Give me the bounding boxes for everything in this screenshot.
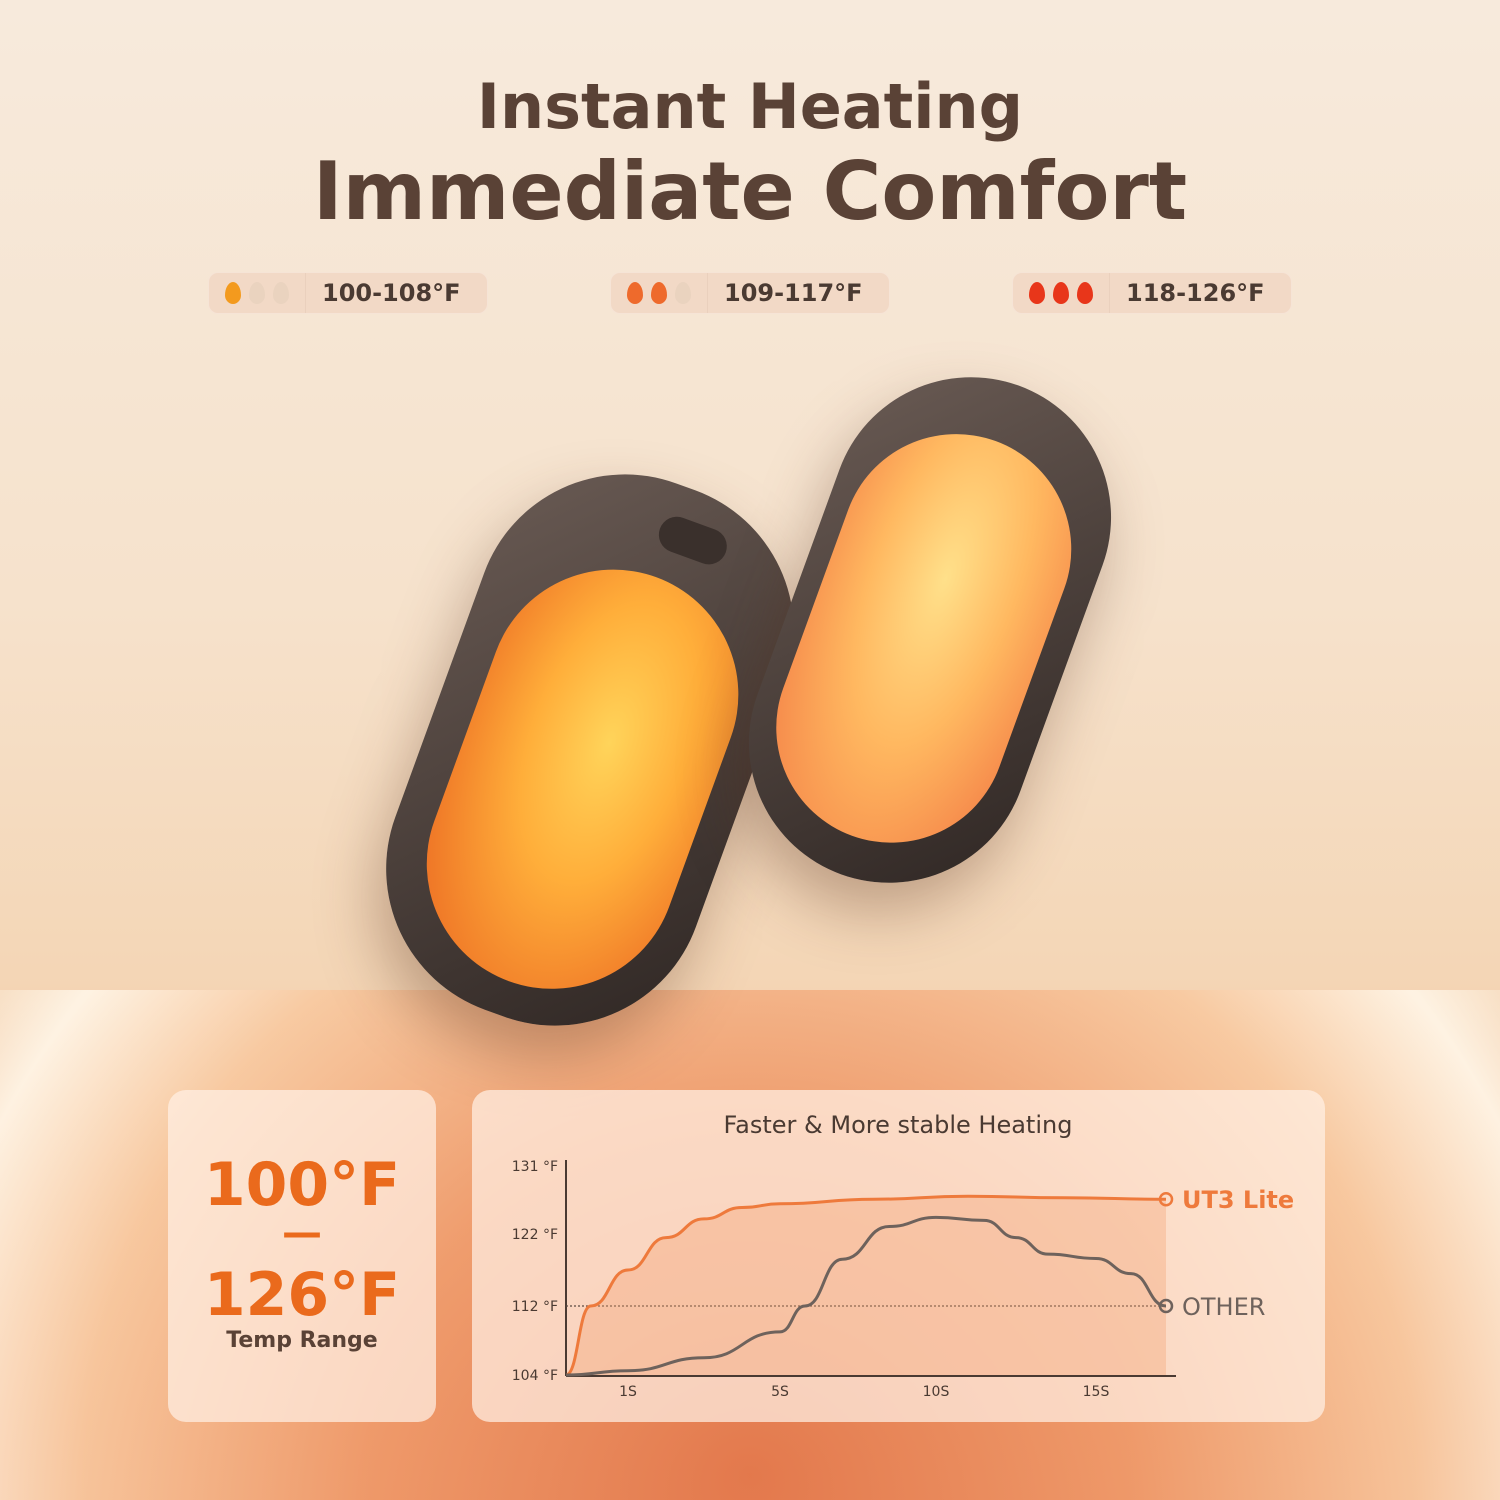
chart-title: Faster & More stable Heating <box>724 1111 1073 1139</box>
temp-range-label: Temp Range <box>226 1328 378 1353</box>
x-tick-label: 5S <box>771 1384 789 1400</box>
series-line-ut3-lite <box>565 1194 1167 1377</box>
flame-icon <box>627 282 643 304</box>
temp-low: 100°F <box>203 1150 401 1220</box>
y-tick-label: 104 °F <box>512 1368 558 1384</box>
flames <box>1013 273 1110 313</box>
y-tick-label: 131 °F <box>512 1159 558 1175</box>
heading-line2: Immediate Comfort <box>312 145 1188 238</box>
flame-icon <box>225 282 241 304</box>
series-label: OTHER <box>1182 1293 1265 1321</box>
y-tick-label: 112 °F <box>512 1299 558 1315</box>
heat-level-3: 118-126°F <box>1012 272 1292 314</box>
flame-icon <box>1077 282 1093 304</box>
temp-dash: — <box>282 1210 322 1256</box>
y-tick-label: 122 °F <box>512 1227 558 1243</box>
x-tick-label: 15S <box>1083 1384 1110 1400</box>
heat-level-range: 118-126°F <box>1126 279 1265 307</box>
flames <box>209 273 306 313</box>
heat-level-2: 109-117°F <box>610 272 890 314</box>
series-label: UT3 Lite <box>1182 1186 1294 1214</box>
series-end-marker <box>1158 1191 1174 1207</box>
series-end-marker <box>1158 1298 1174 1314</box>
flame-icon <box>1029 282 1045 304</box>
heat-level-1: 100-108°F <box>208 272 488 314</box>
temp-high: 126°F <box>203 1260 401 1330</box>
temp-range-card: 100°F — 126°F Temp Range <box>168 1090 436 1422</box>
heading-line1: Instant Heating <box>476 70 1024 143</box>
flame-icon <box>273 282 289 304</box>
chart-card <box>472 1090 1325 1422</box>
x-tick-label: 1S <box>619 1384 637 1400</box>
flame-icon <box>651 282 667 304</box>
series-line-other <box>565 1215 1167 1377</box>
flame-icon <box>249 282 265 304</box>
ut3-lite-area <box>566 1196 1166 1375</box>
flame-icon <box>675 282 691 304</box>
x-tick-label: 10S <box>923 1384 950 1400</box>
heat-level-range: 100-108°F <box>322 279 461 307</box>
flames <box>611 273 708 313</box>
flame-icon <box>1053 282 1069 304</box>
heat-level-range: 109-117°F <box>724 279 863 307</box>
